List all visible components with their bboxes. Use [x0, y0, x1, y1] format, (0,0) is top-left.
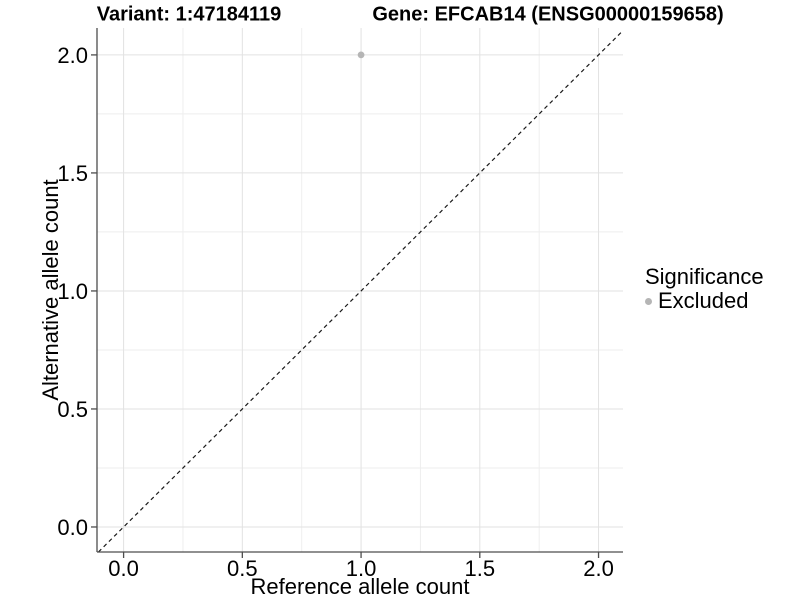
y-tick-label: 0.0	[57, 515, 88, 540]
y-tick-label: 1.0	[57, 279, 88, 304]
legend-title: Significance	[645, 264, 764, 289]
x-tick-label: 1.5	[465, 556, 496, 581]
identity-dashed-line	[98, 30, 623, 552]
y-tick-label: 1.5	[57, 161, 88, 186]
plot-title-variant: Variant: 1:47184119	[96, 3, 282, 26]
plot-title-gene: Gene: EFCAB14 (ENSG00000159658)	[372, 3, 724, 26]
y-tick-label: 2.0	[57, 43, 88, 68]
y-axis-title: Alternative allele count	[38, 179, 63, 401]
x-tick-label: 2.0	[583, 556, 614, 581]
x-tick-label: 0.5	[227, 556, 258, 581]
legend-item-label: Excluded	[658, 288, 749, 313]
x-tick-label: 0.0	[108, 556, 139, 581]
legend-circle-marker-icon	[645, 297, 652, 305]
legend: Significance Excluded	[645, 265, 764, 313]
legend-items: Excluded	[645, 288, 764, 313]
legend-item: Excluded	[645, 288, 764, 313]
x-tick-label: 1.0	[346, 556, 377, 581]
y-tick-label: 0.5	[57, 397, 88, 422]
x-axis-title: Reference allele count	[250, 574, 470, 599]
data-point	[357, 51, 365, 59]
